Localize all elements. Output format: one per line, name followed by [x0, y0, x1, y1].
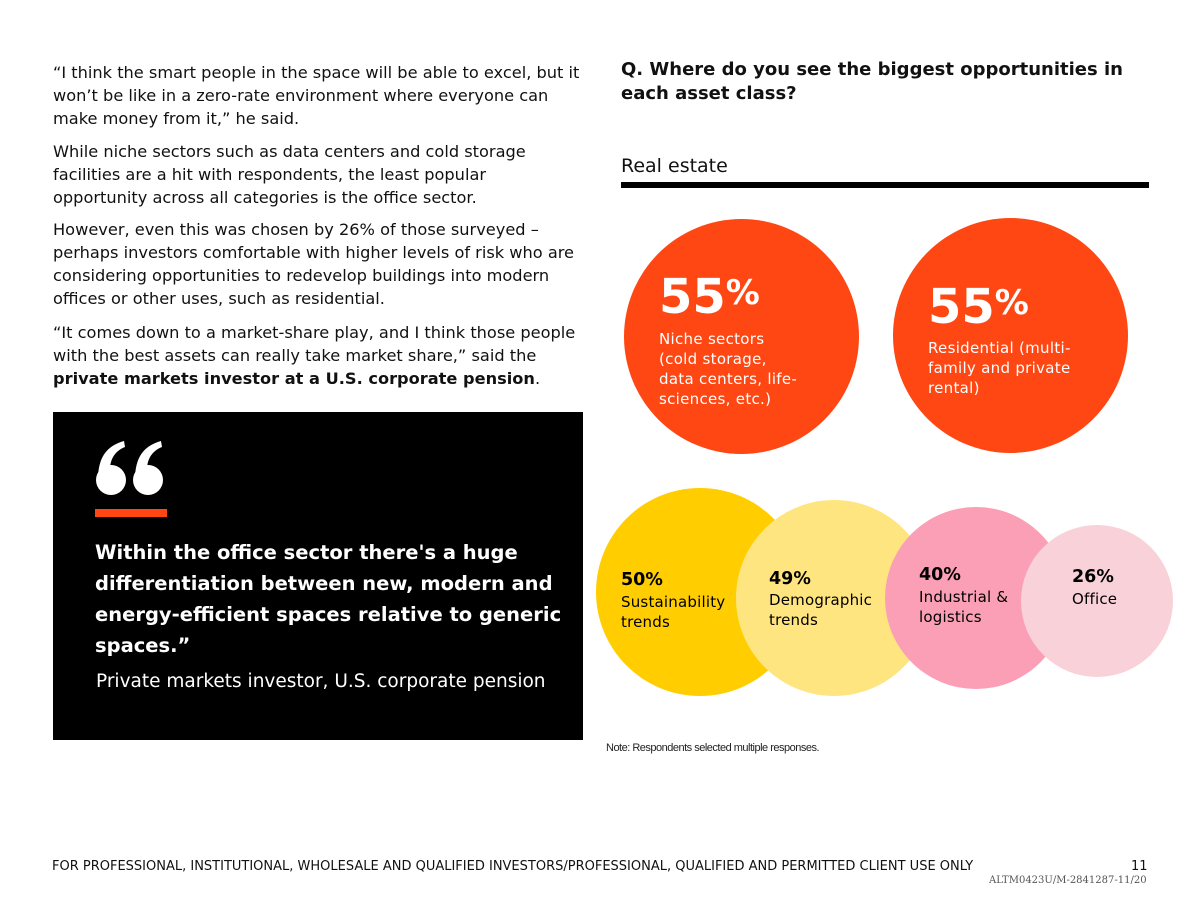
chart-note: Note: Respondents selected multiple resp… [606, 742, 820, 754]
bubble-niche-sectors [624, 219, 859, 454]
paragraph-4-source: private markets investor at a U.S. corpo… [53, 369, 535, 388]
label-line: trends [621, 613, 670, 631]
value-industrial: 40% [919, 564, 961, 586]
label-line: Demographic [769, 591, 873, 609]
value-sustainability-number: 50 [621, 570, 646, 590]
paragraph-4-end: . [534, 369, 541, 388]
document-code: ALTM0423U/M-2841287-11/20 [989, 875, 1147, 886]
value-office: 26% [1072, 566, 1114, 588]
value-demographic-number: 49 [769, 569, 794, 589]
value-office-number: 26 [1072, 567, 1097, 587]
label-niche-sectors: Niche sectors (cold storage, data center… [659, 329, 797, 409]
paragraph-1: “I think the smart people in the space w… [53, 63, 580, 128]
label-line: rental) [928, 379, 980, 397]
label-residential: Residential (multi- family and private r… [928, 338, 1071, 398]
value-niche-sectors-unit: % [725, 273, 760, 313]
label-industrial: Industrial & logistics [919, 587, 1008, 627]
value-industrial-unit: % [943, 565, 961, 585]
bubble-residential [893, 218, 1128, 453]
label-line: Industrial & [919, 588, 1009, 606]
value-residential-number: 55 [928, 279, 995, 335]
label-line: sciences, etc.) [659, 390, 772, 408]
value-sustainability-unit: % [645, 570, 663, 590]
label-line: family and private [928, 359, 1071, 377]
survey-question: Q. Where do you see the biggest opportun… [621, 59, 1123, 104]
paragraph-2: While niche sectors such as data centers… [53, 142, 526, 207]
bubble-office [1021, 525, 1173, 677]
label-line: Office [1072, 590, 1118, 608]
label-line: data centers, life- [659, 370, 798, 388]
value-residential: 55% [928, 282, 1029, 332]
paragraph-4: “It comes down to a market-share play, a… [53, 321, 583, 390]
quote-accent-bar [95, 509, 167, 517]
value-niche-sectors: 55% [659, 272, 760, 322]
value-residential-unit: % [994, 283, 1029, 323]
value-industrial-number: 40 [919, 565, 944, 585]
value-demographic-unit: % [793, 569, 811, 589]
label-line: logistics [919, 608, 982, 626]
footer-disclaimer: FOR PROFESSIONAL, INSTITUTIONAL, WHOLESA… [52, 859, 974, 874]
section-title: Real estate [621, 155, 728, 177]
value-niche-sectors-number: 55 [659, 269, 726, 325]
pull-quote-box: Within the office sector there's a huge … [53, 412, 583, 740]
label-demographic: Demographic trends [769, 590, 872, 630]
paragraph-4-text: “It comes down to a market-share play, a… [53, 323, 576, 365]
section-rule [621, 182, 1149, 188]
quote-text: Within the office sector there's a huge … [95, 541, 562, 657]
label-line: Sustainability [621, 593, 726, 611]
page-number: 11 [1131, 859, 1148, 874]
value-demographic: 49% [769, 568, 811, 590]
label-line: Niche sectors [659, 330, 765, 348]
paragraph-3: However, even this was chosen by 26% of … [53, 220, 575, 308]
value-office-unit: % [1096, 567, 1114, 587]
label-line: Residential (multi- [928, 339, 1071, 357]
open-quote-icon [96, 441, 163, 495]
label-office: Office [1072, 589, 1117, 609]
value-sustainability: 50% [621, 569, 663, 591]
label-line: (cold storage, [659, 350, 767, 368]
label-line: trends [769, 611, 818, 629]
label-sustainability: Sustainability trends [621, 592, 725, 632]
quote-attribution: Private markets investor, U.S. corporate… [96, 671, 546, 692]
